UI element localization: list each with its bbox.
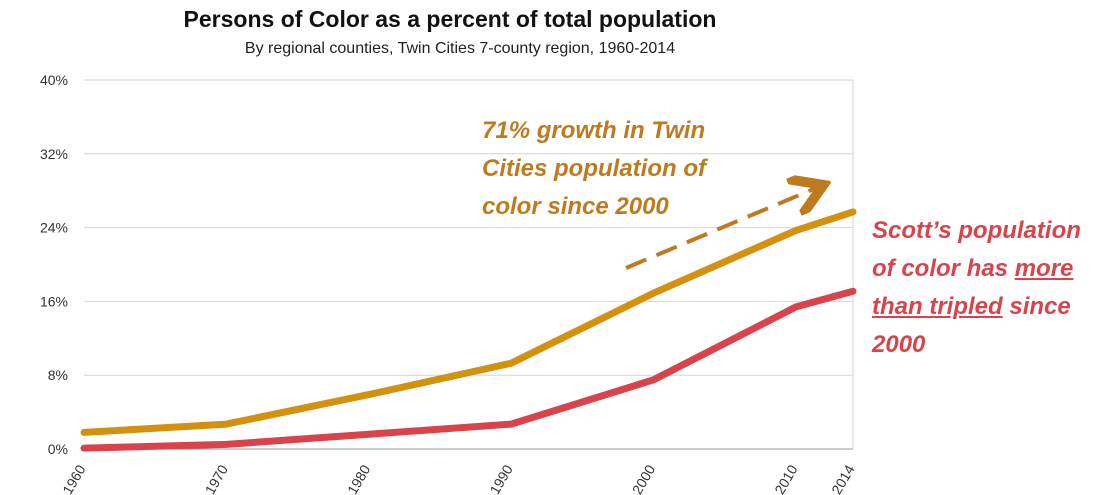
scott-annotation-line: 2000 (872, 331, 926, 358)
x-tick-label: 2014 (828, 462, 858, 495)
growth-annotation-line: 71% growth in Twin (482, 117, 706, 144)
scott-annotation-underlined: more (1014, 255, 1074, 282)
x-tick-label: 1980 (344, 462, 374, 495)
scott-annotation-text: since (1002, 293, 1071, 320)
scott-annotation-line: Scott’s population (872, 217, 1081, 244)
y-tick-label: 32% (40, 146, 68, 162)
y-tick-label: 8% (48, 367, 68, 383)
y-tick-label: 24% (40, 220, 68, 236)
growth-annotation-line: Cities population of (482, 155, 706, 182)
y-tick-label: 40% (40, 72, 68, 88)
growth-trend-arrow (625, 188, 816, 270)
scott-annotation: Scott’s population of color has more tha… (872, 212, 1104, 364)
scott-annotation-line: of color has more (872, 250, 1104, 288)
series-line (80, 208, 857, 436)
series-lines (80, 208, 857, 452)
y-axis-ticks: 0% 8% 16% 24% 32% 40% (40, 72, 68, 457)
y-tick-label: 16% (40, 293, 68, 309)
x-tick-label: 1990 (486, 462, 516, 495)
scott-annotation-underlined: than tripled (872, 293, 1003, 320)
chart-title: Persons of Color as a percent of total p… (183, 6, 717, 32)
x-axis-ticks: 1960 1970 1980 1990 2000 2010 2014 (59, 462, 858, 495)
growth-annotation: 71% growth in Twin Cities population of … (482, 112, 772, 226)
scott-annotation-line: than tripled since (872, 288, 1104, 326)
x-tick-label: 2010 (771, 462, 801, 495)
x-tick-label: 1960 (59, 462, 89, 495)
y-tick-label: 0% (48, 441, 68, 457)
chart-subtitle: By regional counties, Twin Cities 7-coun… (244, 40, 676, 57)
x-tick-label: 2000 (629, 462, 659, 495)
scott-annotation-text: of color has (872, 255, 1015, 282)
growth-annotation-line: color since 2000 (482, 193, 669, 220)
x-tick-label: 1970 (202, 462, 232, 495)
series-line (80, 287, 857, 452)
